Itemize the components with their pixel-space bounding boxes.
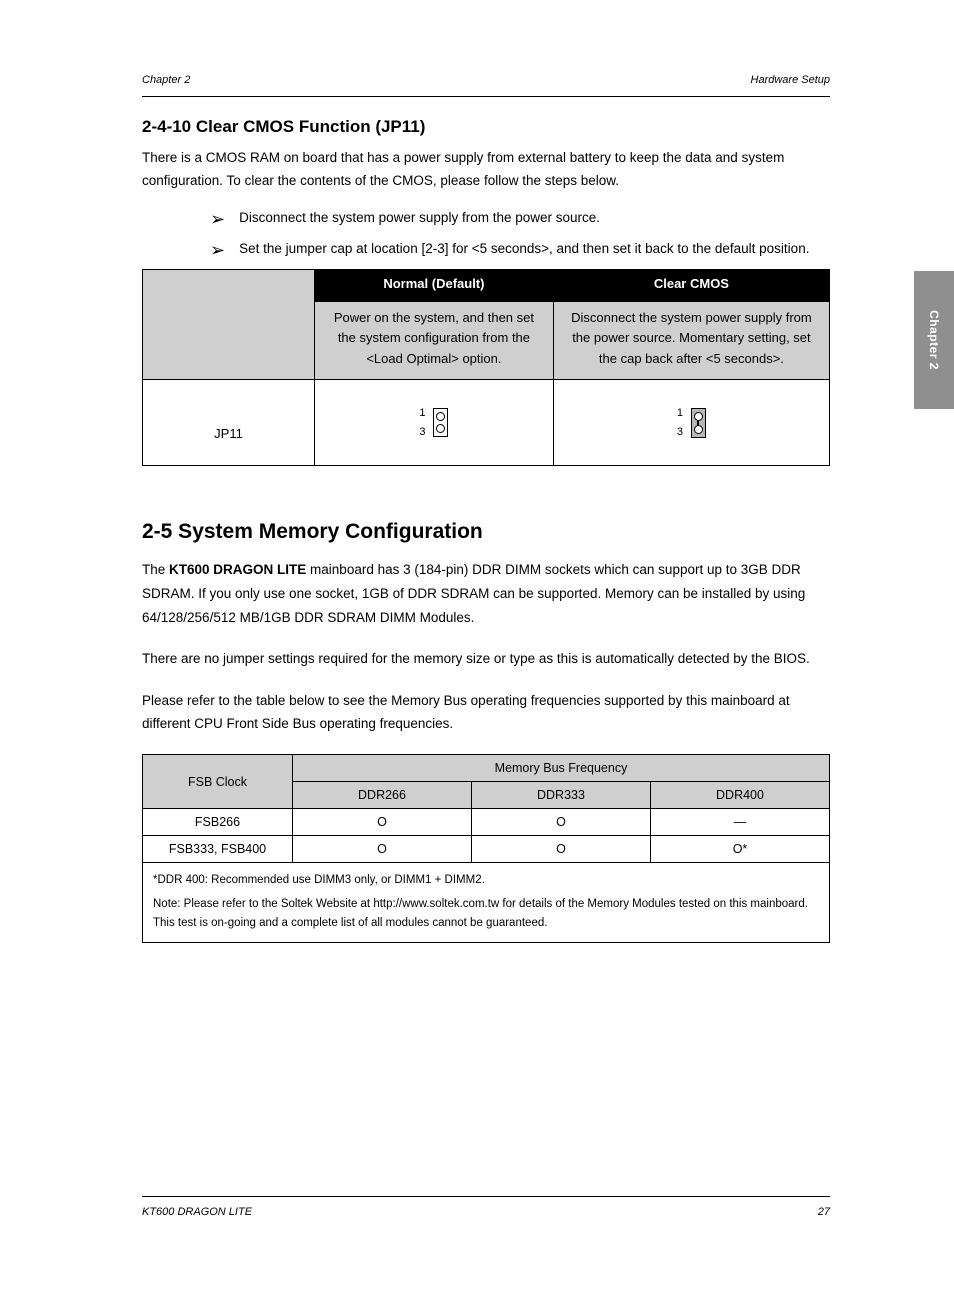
pin-label-3: 3 [419,427,425,438]
chevron-icon: ➢ [210,207,225,232]
side-tab: Chapter 2 [914,271,954,409]
subsection-title: 2-4-10 Clear CMOS Function (JP11) [142,117,830,137]
side-tab-label: Chapter 2 [927,310,941,370]
bullet-text: Set the jumper cap at location [2-3] for… [239,238,830,261]
section-title: 2-5 System Memory Configuration [142,520,830,544]
body-paragraph: The KT600 DRAGON LITE mainboard has 3 (1… [142,558,830,629]
jumper-short-cell: 1 3 [553,380,829,466]
bullet-text: Disconnect the system power supply from … [239,207,830,230]
jumper-open-cell: 1 3 [315,380,554,466]
table-row: FSB266 O O — [143,809,830,836]
body-paragraph: There are no jumper settings required fo… [142,647,830,671]
pin-label-3: 3 [677,427,683,438]
tbl2-head-fsb: FSB Clock [143,755,293,809]
jumper-table: Normal (Default) Clear CMOS Power on the… [142,269,830,466]
tbl2-sub: DDR266 [293,782,472,809]
bullet-item: ➢ Set the jumper cap at location [2-3] f… [210,238,830,263]
col-desc-normal: Power on the system, and then set the sy… [315,302,554,380]
table-corner [143,270,315,380]
page-header: Chapter 2 Hardware Setup [142,74,830,86]
table-row: FSB333, FSB400 O O O* [143,836,830,863]
memory-freq-table: FSB Clock Memory Bus Frequency DDR266 DD… [142,754,830,943]
header-chapter: Chapter 2 [142,74,190,86]
bullet-item: ➢ Disconnect the system power supply fro… [210,207,830,232]
body-paragraph: Please refer to the table below to see t… [142,689,830,736]
col-desc-clear: Disconnect the system power supply from … [553,302,829,380]
jumper-short-icon [691,408,706,438]
header-rule [142,96,830,97]
board-name: KT600 DRAGON LITE [169,562,306,577]
section-body: The KT600 DRAGON LITE mainboard has 3 (1… [142,558,830,736]
intro-paragraph: There is a CMOS RAM on board that has a … [142,147,830,193]
footer-board: KT600 DRAGON LITE [142,1206,252,1218]
jumper-open-icon [433,408,448,437]
col-header-clear: Clear CMOS [553,270,829,302]
header-section: Hardware Setup [751,74,831,86]
tbl2-sub: DDR333 [471,782,650,809]
chevron-icon: ➢ [210,238,225,263]
tbl2-sub: DDR400 [650,782,829,809]
tbl2-head-mem: Memory Bus Frequency [293,755,830,782]
footer-page: 27 [818,1206,830,1218]
pin-label-1: 1 [677,408,683,419]
footer-rule [142,1196,830,1197]
row-label: JP11 [143,380,315,466]
page-footer: KT600 DRAGON LITE 27 [142,1206,830,1218]
col-header-normal: Normal (Default) [315,270,554,302]
table-note: *DDR 400: Recommended use DIMM3 only, or… [143,863,830,943]
pin-label-1: 1 [419,408,425,419]
